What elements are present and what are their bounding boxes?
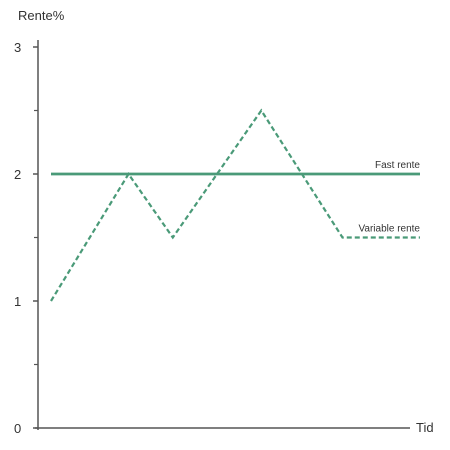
y-tick-label: 0 bbox=[14, 421, 21, 436]
variable-rate-line bbox=[50, 108, 420, 302]
y-tick-label: 3 bbox=[14, 40, 21, 55]
y-tick-label: 2 bbox=[14, 167, 21, 182]
y-axis-title: Rente% bbox=[18, 8, 65, 23]
x-axis-title: Tid bbox=[416, 420, 434, 435]
y-tick-label: 1 bbox=[14, 294, 21, 309]
series-label: Fast rente bbox=[375, 160, 420, 171]
series-layer: Fast rente Variable rente bbox=[50, 108, 420, 302]
series-label: Variable rente bbox=[358, 224, 420, 235]
y-ticks: 0 1 2 3 bbox=[14, 40, 38, 436]
